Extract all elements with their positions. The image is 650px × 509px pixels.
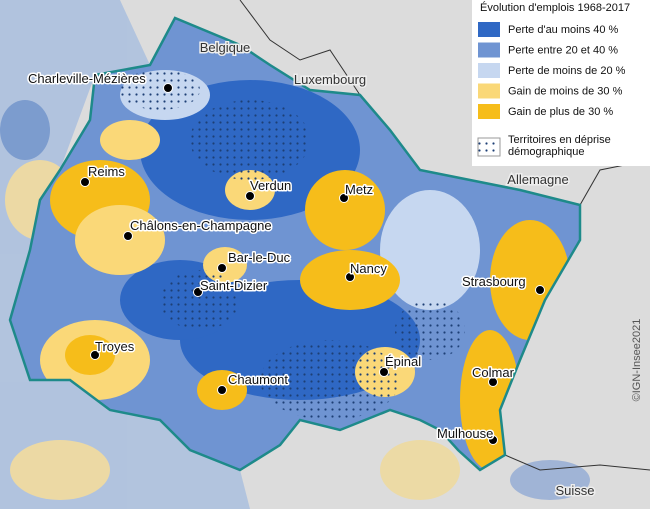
city-label: Verdun bbox=[250, 178, 291, 193]
legend-label: Territoires en déprise démographique bbox=[508, 134, 611, 158]
credit: ©IGN-Insee2021 bbox=[631, 319, 643, 402]
legend-swatch bbox=[478, 63, 500, 78]
city-label: Troyes bbox=[95, 339, 135, 354]
legend-pattern bbox=[477, 137, 501, 157]
city-label: Colmar bbox=[472, 365, 515, 380]
legend-label: Gain de moins de 30 % bbox=[508, 86, 623, 98]
city-dot bbox=[123, 231, 133, 241]
city-label: Saint-Dizier bbox=[200, 278, 268, 293]
city-dot bbox=[217, 263, 227, 273]
city-dot bbox=[488, 435, 498, 445]
country-label: Suisse bbox=[555, 483, 594, 498]
legend-label: Perte entre 20 et 40 % bbox=[508, 45, 618, 57]
legend-swatch bbox=[478, 104, 500, 119]
city-label: Mulhouse bbox=[437, 426, 493, 441]
region-outline bbox=[8, 16, 582, 472]
city-label: Nancy bbox=[350, 261, 387, 276]
legend: Évolution d'emplois 1968-2017 Territoire… bbox=[472, 0, 650, 166]
city-label: Charleville-Mézières bbox=[28, 71, 146, 86]
city-dot bbox=[535, 285, 545, 295]
legend-label: Gain de plus de 30 % bbox=[508, 106, 613, 118]
city-label: Chaumont bbox=[228, 372, 288, 387]
city-label: Strasbourg bbox=[462, 274, 526, 289]
legend-swatch bbox=[478, 22, 500, 37]
city-dot bbox=[245, 191, 255, 201]
country-label: Allemagne bbox=[507, 172, 568, 187]
city-dot bbox=[339, 193, 349, 203]
legend-label: Perte d'au moins 40 % bbox=[508, 24, 619, 36]
legend-box bbox=[472, 0, 650, 166]
legend-swatch bbox=[478, 42, 500, 58]
city-label: Épinal bbox=[385, 354, 421, 369]
city-label: Reims bbox=[88, 164, 125, 179]
city-dot bbox=[217, 385, 227, 395]
city-dot bbox=[163, 83, 173, 93]
city-label: Châlons-en-Champagne bbox=[130, 218, 272, 233]
country-label: Belgique bbox=[200, 40, 251, 55]
city-dot bbox=[80, 177, 90, 187]
city-dot bbox=[90, 350, 100, 360]
legend-label: Perte de moins de 20 % bbox=[508, 65, 626, 77]
city-label: Metz bbox=[345, 182, 373, 197]
city-dot bbox=[488, 377, 498, 387]
country-label: Luxembourg bbox=[294, 72, 366, 87]
city-dot bbox=[193, 287, 203, 297]
legend-swatch bbox=[478, 83, 500, 99]
city-label: Bar-le-Duc bbox=[228, 250, 291, 265]
city-dot bbox=[345, 272, 355, 282]
city-dot bbox=[379, 367, 389, 377]
legend-title: Évolution d'emplois 1968-2017 bbox=[480, 1, 630, 14]
